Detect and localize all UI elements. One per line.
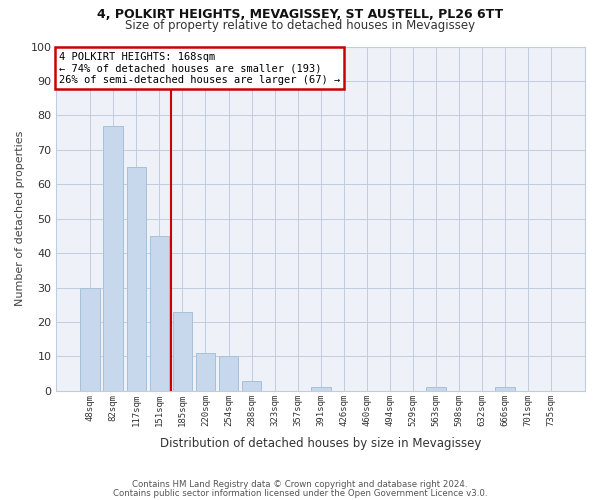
Y-axis label: Number of detached properties: Number of detached properties (15, 131, 25, 306)
Bar (311, 388, 331, 391)
Bar (219, 356, 238, 391)
Bar (149, 236, 169, 391)
Bar (196, 353, 215, 391)
Bar (242, 380, 262, 391)
Bar (426, 388, 446, 391)
Text: Size of property relative to detached houses in Mevagissey: Size of property relative to detached ho… (125, 19, 475, 32)
Bar (80, 288, 100, 391)
Text: 4 POLKIRT HEIGHTS: 168sqm
← 74% of detached houses are smaller (193)
26% of semi: 4 POLKIRT HEIGHTS: 168sqm ← 74% of detac… (59, 52, 340, 85)
Text: 4, POLKIRT HEIGHTS, MEVAGISSEY, ST AUSTELL, PL26 6TT: 4, POLKIRT HEIGHTS, MEVAGISSEY, ST AUSTE… (97, 8, 503, 20)
Bar (173, 312, 192, 391)
Text: Contains public sector information licensed under the Open Government Licence v3: Contains public sector information licen… (113, 488, 487, 498)
Bar (103, 126, 123, 391)
X-axis label: Distribution of detached houses by size in Mevagissey: Distribution of detached houses by size … (160, 437, 481, 450)
Bar (495, 388, 515, 391)
Bar (127, 167, 146, 391)
Text: Contains HM Land Registry data © Crown copyright and database right 2024.: Contains HM Land Registry data © Crown c… (132, 480, 468, 489)
